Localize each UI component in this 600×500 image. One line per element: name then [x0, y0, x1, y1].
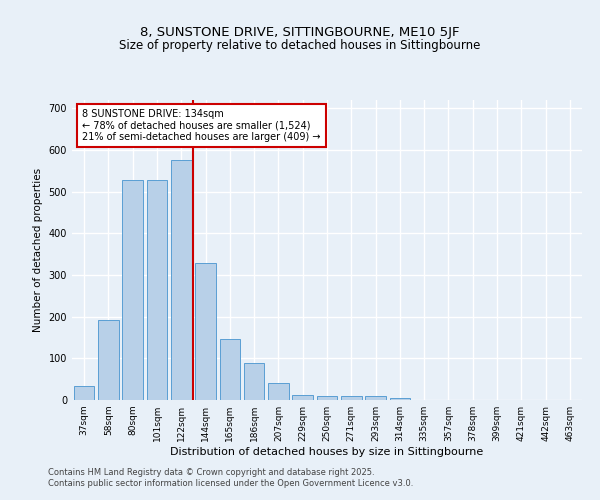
Bar — [292, 394, 313, 400]
Bar — [146, 180, 167, 400]
Bar — [171, 160, 191, 400]
X-axis label: Distribution of detached houses by size in Sittingbourne: Distribution of detached houses by size … — [170, 447, 484, 457]
Bar — [268, 382, 289, 400]
Bar — [389, 398, 410, 400]
Bar — [220, 339, 240, 400]
Bar — [317, 396, 337, 400]
Text: Contains HM Land Registry data © Crown copyright and database right 2025.
Contai: Contains HM Land Registry data © Crown c… — [48, 468, 413, 487]
Text: 8 SUNSTONE DRIVE: 134sqm
← 78% of detached houses are smaller (1,524)
21% of sem: 8 SUNSTONE DRIVE: 134sqm ← 78% of detach… — [82, 109, 320, 142]
Y-axis label: Number of detached properties: Number of detached properties — [33, 168, 43, 332]
Bar — [74, 386, 94, 400]
Bar — [365, 396, 386, 400]
Bar — [341, 396, 362, 400]
Text: 8, SUNSTONE DRIVE, SITTINGBOURNE, ME10 5JF: 8, SUNSTONE DRIVE, SITTINGBOURNE, ME10 5… — [140, 26, 460, 39]
Bar — [98, 320, 119, 400]
Bar — [122, 180, 143, 400]
Text: Size of property relative to detached houses in Sittingbourne: Size of property relative to detached ho… — [119, 38, 481, 52]
Bar — [244, 364, 265, 400]
Bar — [195, 262, 216, 400]
